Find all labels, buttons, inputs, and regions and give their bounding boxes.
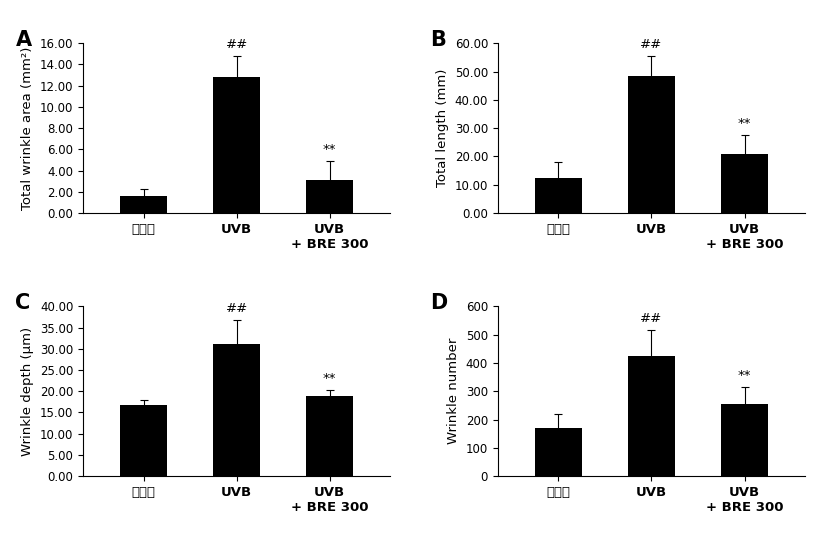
Text: D: D — [430, 293, 447, 313]
Bar — [120, 196, 167, 213]
Bar — [120, 405, 167, 476]
Text: ##: ## — [640, 38, 662, 51]
Bar — [628, 76, 675, 213]
Y-axis label: Wrinkle number: Wrinkle number — [447, 338, 461, 444]
Bar — [213, 344, 260, 476]
Text: **: ** — [738, 117, 751, 130]
Text: ##: ## — [226, 302, 248, 315]
Text: A: A — [16, 30, 32, 50]
Y-axis label: Wrinkle depth (μm): Wrinkle depth (μm) — [22, 327, 34, 456]
Text: B: B — [430, 30, 446, 50]
Bar — [213, 77, 260, 213]
Y-axis label: Total length (mm): Total length (mm) — [437, 69, 449, 187]
Text: **: ** — [738, 369, 751, 382]
Bar — [535, 428, 582, 476]
Bar — [721, 154, 768, 213]
Bar — [306, 397, 353, 476]
Text: **: ** — [323, 372, 336, 385]
Bar — [628, 356, 675, 476]
Bar — [721, 404, 768, 476]
Bar — [306, 180, 353, 213]
Text: ##: ## — [226, 38, 248, 51]
Text: C: C — [16, 293, 31, 313]
Y-axis label: Total wrinkle area (mm²): Total wrinkle area (mm²) — [22, 47, 34, 210]
Bar — [535, 177, 582, 213]
Text: ##: ## — [640, 312, 662, 325]
Text: **: ** — [323, 143, 336, 156]
